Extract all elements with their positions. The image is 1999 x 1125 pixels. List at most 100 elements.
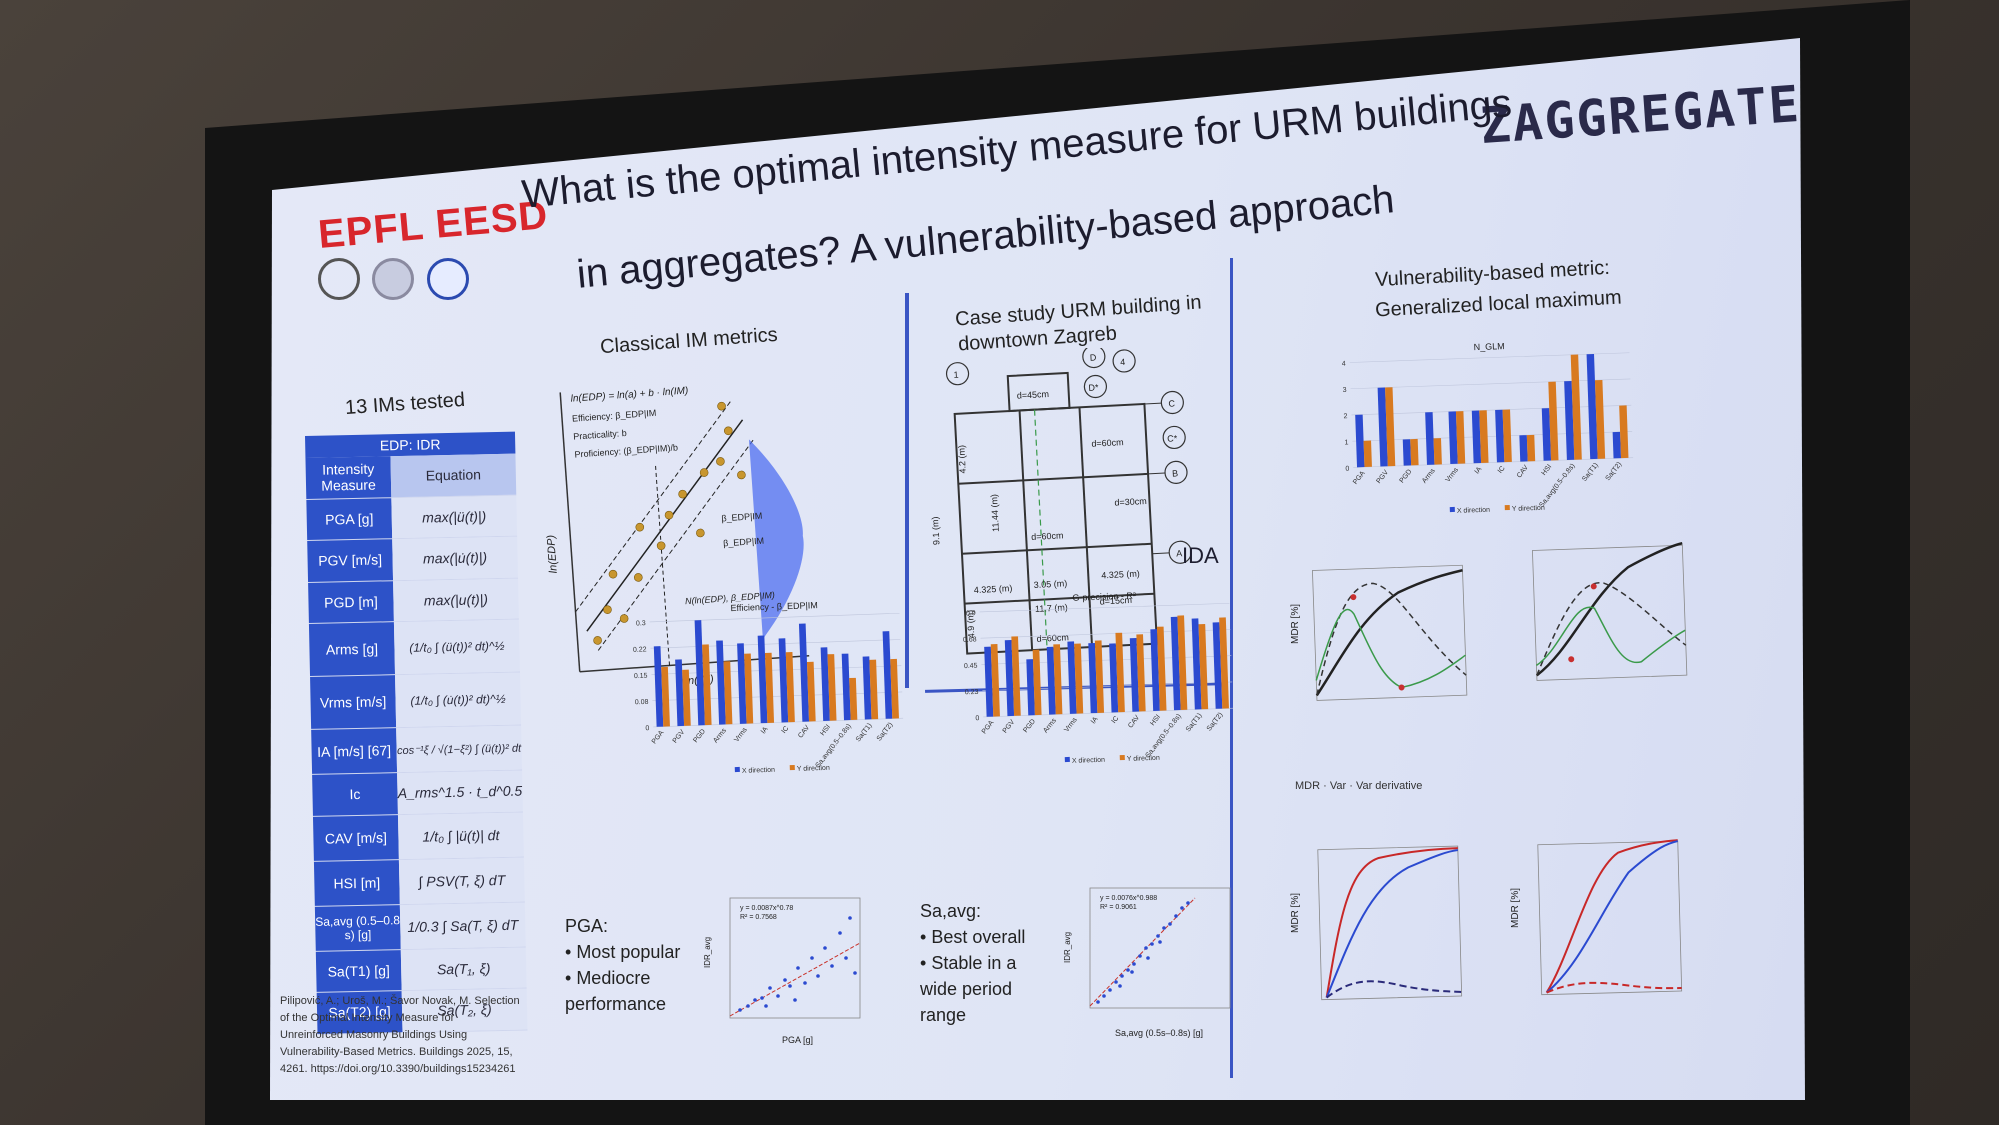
ida-label: IDA [1182,543,1219,568]
seal-icon [318,258,360,300]
institution-seals [318,258,469,305]
legend-label: X direction [1457,507,1490,515]
im-name: Vrms [m/s] [310,675,397,729]
sa-bullet-text: Stable in a wide period range [920,953,1017,1025]
legend-swatch [1504,505,1510,511]
bar-y-direction [1177,615,1188,711]
grid-line [653,717,904,728]
bar-x-direction [1004,640,1015,717]
sa-note-title: Sa,avg: [920,901,982,921]
legend-swatch [1064,756,1070,763]
im-marker-line [655,465,671,666]
axis-label: D [1090,352,1098,362]
im-name: IA [m/s] [67] [311,728,398,774]
x-tick-label: Sa,avg(0.5–0.8s) [1145,713,1183,759]
bar-y-direction [1115,632,1125,713]
im-name: PGV [m/s] [307,539,394,582]
fragility-curve [1325,849,1458,998]
bar-x-direction [1425,412,1435,465]
x-tick-label: PGA [981,719,996,735]
scatter-points [738,916,857,1012]
var-curve [1536,582,1687,676]
sa-bullet: • Best overall [920,927,1026,947]
y-axis-label: ln(EDP) [545,534,560,574]
x-tick-label: Sa,avg(0.5–0.8s) [815,723,853,769]
bar-x-direction [1170,616,1181,711]
x-tick-label: PGA [651,729,666,745]
im-name: Ic [312,773,398,816]
bar-x-direction [1026,659,1035,716]
table-row: PGD [m] max(|u(t)|) [308,578,519,624]
bar-x-direction [1612,431,1622,459]
legend-label: Y direction [1127,755,1160,763]
bound-line [575,400,732,613]
zaggregate-logo: ZAGGREGATE [1478,74,1803,156]
pga-note: PGA: • Most popular • Mediocre performan… [565,913,695,1017]
y-tick-label: 0.68 [963,636,977,643]
x-tick-label: Sa(T2) [1206,711,1225,732]
bar-y-direction [764,652,775,723]
x-tick-label: Sa(T1) [1185,712,1204,733]
dim-label: 4.325 (m) [1101,568,1140,580]
y-tick-label: 0.45 [964,663,978,670]
bar-y-direction [1094,640,1105,713]
table-row: Ic A_rms^1.5 · t_d^0.5 [312,770,523,817]
x-tick-label: PGA [1352,470,1367,486]
bar-y-direction [1074,643,1084,714]
x-tick-label: PGV [1002,719,1017,735]
bar-y-direction [869,659,879,720]
dim-label: d=60cm [1091,437,1124,449]
bar-x-direction [820,647,830,721]
table-row: Vrms [m/s] (1/t₀ ∫ (u̇(t))² dt)^½ [310,672,522,730]
scatter-y-label: IDR_avg [703,937,712,968]
bar-y-direction [1136,634,1146,712]
scatter-points [1096,901,1190,1004]
chart-title: G-precision - R² [1072,591,1136,603]
chart-title: Efficiency - β_EDP|IM [730,600,818,613]
grid-line [1353,457,1634,468]
legend-label: X direction [1072,757,1105,765]
fit-r2: R² = 0.7568 [740,914,777,921]
bar-y-direction [1363,440,1372,468]
x-tick-label: IA [760,726,770,736]
pga-scatter-plot: y = 0.0087x^0.78 R² = 0.7568 PGA [g] IDR… [703,897,861,1045]
table-header-row: Intensity Measure Equation [305,453,517,500]
var-derivative-curve [1536,606,1686,667]
scatter-x-label: Sa,avg (0.5s–0.8s) [g] [1115,1028,1203,1038]
bar-y-direction [702,644,712,726]
dim-label: d=15cm [1099,595,1132,607]
x-tick-label: Sa(T1) [1581,462,1600,483]
legend-mdr: MDR [1295,780,1321,792]
bar-y-direction [1198,623,1209,710]
r2-bar-chart: G-precision - R² 0 0.23 0.45 0.68 0.9 PGA PGV PG… [963,591,1234,765]
grid-line [1351,404,1632,416]
floor-plan: d=45cm d=60cm d=30cm d=60cm 4.325 (m) 3.… [930,348,1192,655]
bar-x-direction [737,643,747,724]
fit-equation: y = 0.0087x^0.78 [740,905,793,912]
x-tick-label: IC [1111,715,1121,725]
table-row: IA [m/s] [67] cos⁻¹ξ / √(1−ξ²) ∫ (ü(t))² … [311,725,523,775]
axis-label: B [1172,468,1179,478]
y-tick-label: 0 [1345,466,1349,473]
bar-y-direction [1410,438,1419,466]
sa-bullet-text: Best overall [931,927,1026,947]
grid-line [650,639,901,649]
bar-y-direction [1479,410,1489,463]
eq-label: ln(EDP) = ln(a) + b · ln(IM) [570,386,688,405]
im-equation: max(|u̇(t)|) [392,536,519,580]
bar-x-direction [862,656,872,720]
x-tick-label: HSI [1149,714,1162,728]
dim-label: d=30cm [1114,496,1147,508]
dim-label: 11.7 (m) [1035,602,1068,614]
bar-y-direction [890,658,899,719]
bar-x-direction [1519,435,1528,462]
legend-swatch [1119,755,1125,761]
var-curve [1316,582,1467,696]
dim-label: d=60cm [1031,530,1064,542]
im-name: PGD [m] [308,580,394,623]
scatter-y-label: IDR_avg [1063,932,1072,963]
bar-x-direction [798,623,810,722]
bar-x-direction [1129,638,1140,712]
beta-label: β_EDP|IM [723,536,765,549]
im-table: EDP: IDR Intensity Measure Equation PGA … [305,431,528,1035]
